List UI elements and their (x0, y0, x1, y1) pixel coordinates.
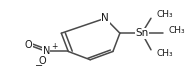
Text: O: O (25, 40, 32, 50)
Text: CH₃: CH₃ (168, 26, 185, 35)
Text: CH₃: CH₃ (156, 49, 173, 58)
Text: O: O (38, 56, 46, 66)
Text: +: + (51, 42, 57, 51)
Text: N: N (101, 13, 109, 23)
Text: Sn: Sn (135, 28, 149, 38)
Text: N: N (43, 46, 50, 56)
Text: CH₃: CH₃ (156, 10, 173, 19)
Text: −: − (35, 61, 43, 71)
